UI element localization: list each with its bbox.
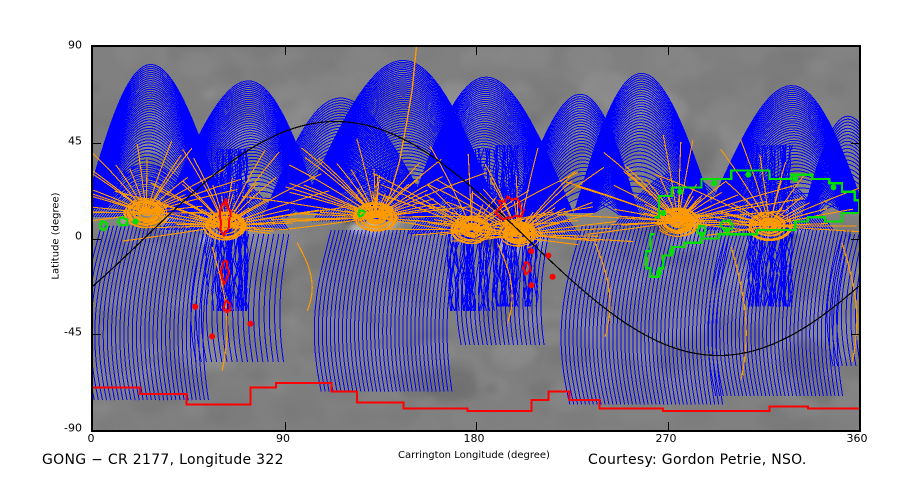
positive-polarity-contours — [97, 169, 859, 278]
positive-polarity-contour — [97, 220, 109, 232]
south-coronal-hole-boundary — [93, 382, 859, 412]
x-tick-mark — [476, 47, 477, 55]
polarity-marker-dot — [745, 171, 752, 178]
closed-field-lines — [93, 59, 859, 405]
polarity-marker-dot — [132, 218, 139, 225]
polarity-marker-dot — [528, 282, 535, 289]
polarity-inversion-contour — [219, 259, 230, 287]
polar-open-field-streamer — [381, 47, 418, 214]
y-tick-mark — [93, 142, 101, 144]
y-tick-label: 0 — [75, 229, 82, 243]
x-tick-mark — [284, 422, 286, 430]
positive-polarity-contour — [357, 208, 366, 218]
polarity-inversion-contour — [494, 194, 526, 221]
negative-polarity-contours — [93, 194, 859, 412]
y-tick-mark — [93, 334, 101, 336]
y-tick-mark — [851, 238, 859, 240]
polarity-marker-dot — [545, 252, 552, 259]
x-tick-label: 90 — [276, 432, 290, 445]
polarity-marker-dot — [192, 303, 199, 310]
polarity-marker-dot — [247, 320, 254, 327]
polarity-marker-dot — [677, 188, 684, 195]
x-tick-label: 0 — [87, 432, 95, 445]
y-tick-mark — [851, 142, 859, 144]
polarity-marker-dot — [528, 248, 535, 255]
x-tick-mark — [476, 422, 477, 430]
polarity-marker-dot — [660, 209, 667, 216]
x-tick-mark — [667, 422, 669, 430]
y-axis-title: Latitude (degree) — [50, 192, 62, 280]
x-tick-label: 360 — [846, 432, 868, 445]
x-tick-label: 180 — [463, 432, 485, 445]
field-line-plot — [93, 47, 859, 430]
polarity-marker-dot — [549, 273, 556, 280]
open-field-lines — [93, 47, 859, 380]
polarity-inversion-contour — [222, 299, 232, 314]
y-tick-label: -45 — [64, 325, 82, 339]
x-tick-mark — [667, 47, 669, 55]
positive-polarity-network — [645, 169, 859, 278]
polarity-marker-dot — [209, 333, 216, 340]
polarity-marker-dot — [711, 180, 718, 187]
figure-caption-left: GONG − CR 2177, Longitude 322 — [42, 452, 284, 468]
magnetogram-field-map — [91, 45, 861, 432]
polarity-marker-dot — [724, 226, 731, 233]
y-tick-mark — [851, 334, 859, 336]
polarity-inversion-contour — [521, 261, 532, 276]
y-tick-label: -90 — [64, 421, 82, 435]
x-tick-label: 270 — [655, 432, 677, 445]
y-tick-label: 45 — [68, 134, 82, 148]
y-tick-label: 90 — [68, 38, 82, 52]
polarity-marker-dot — [668, 248, 675, 255]
x-tick-mark — [284, 47, 286, 55]
polarity-marker-dot — [830, 184, 837, 191]
x-axis-title: Carrington Longitude (degree) — [398, 450, 550, 461]
source-surface-neutral-line — [93, 120, 859, 357]
figure-caption-right: Courtesy: Gordon Petrie, NSO. — [588, 452, 807, 468]
great-circle-neutral-line — [93, 120, 859, 357]
polarity-marker-dot — [792, 175, 799, 182]
y-tick-mark — [93, 238, 101, 240]
polarity-inversion-contour — [218, 198, 232, 238]
polarity-marker-dot — [698, 231, 705, 238]
polarity-marker-dot — [655, 269, 662, 276]
positive-polarity-contour — [116, 215, 130, 227]
